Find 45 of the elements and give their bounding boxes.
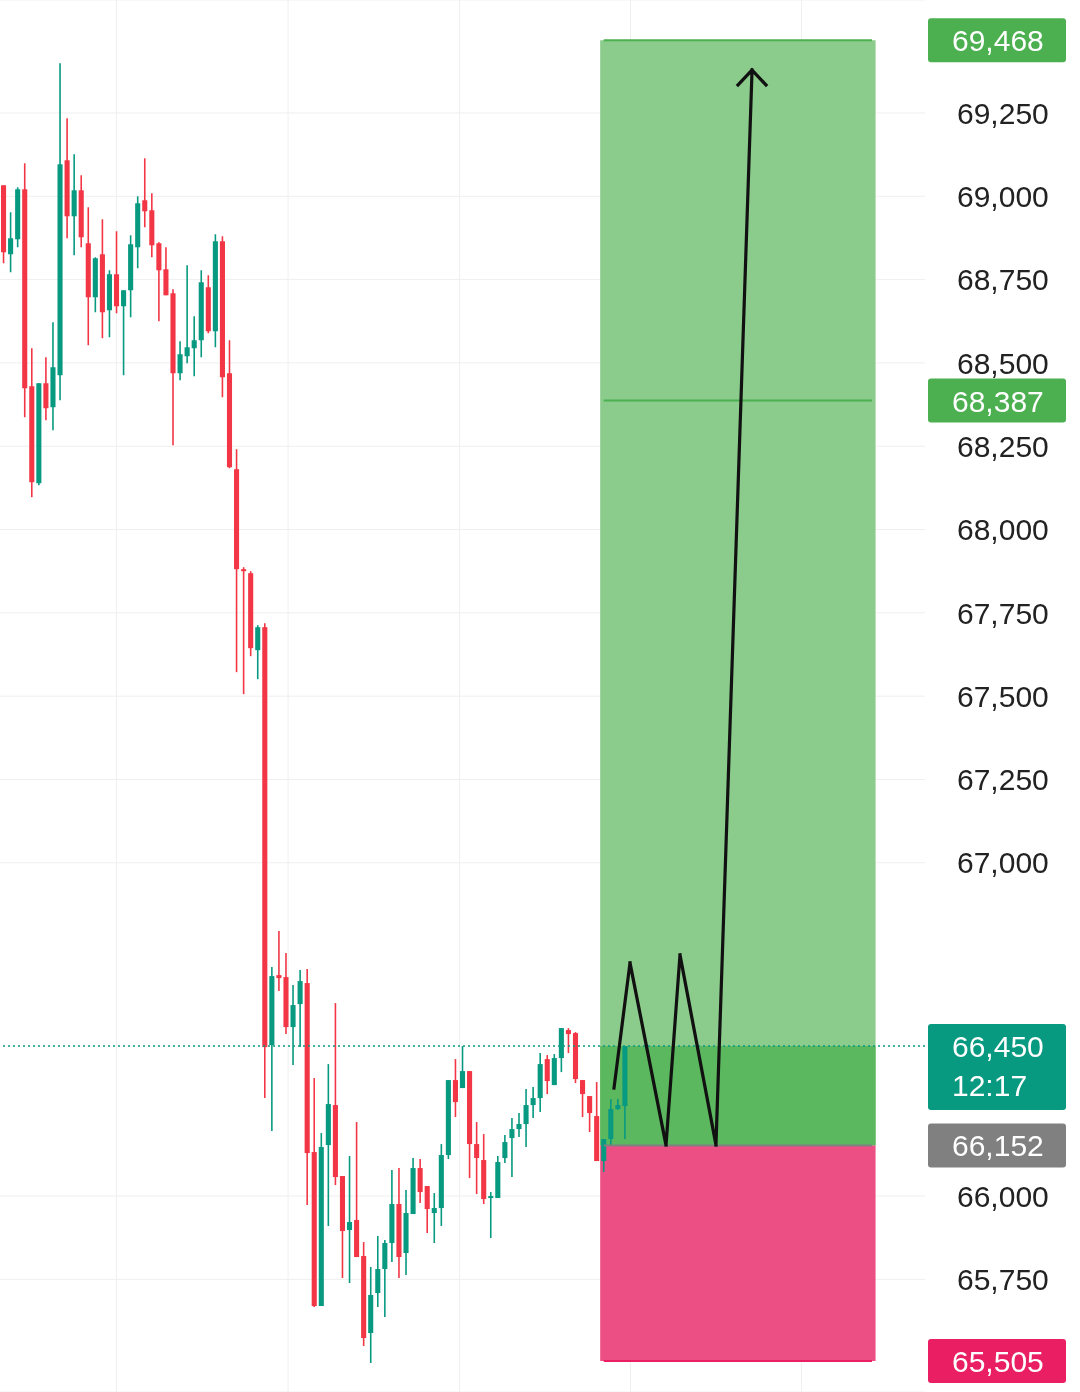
candlestick <box>276 930 282 992</box>
ref-line-label: 68,387 <box>952 384 1044 418</box>
candlestick <box>523 1088 529 1148</box>
candlestick <box>417 1158 423 1204</box>
y-tick-label: 66,000 <box>957 1179 1049 1213</box>
ref-line-label: 69,468 <box>952 24 1044 58</box>
y-tick-label: 67,250 <box>957 763 1049 797</box>
y-tick-label: 68,250 <box>957 429 1049 463</box>
candlestick <box>8 211 14 274</box>
ref-line-label: 66,450 <box>952 1030 1044 1064</box>
y-tick-label: 67,750 <box>957 596 1049 630</box>
candlestick <box>177 340 183 382</box>
candlestick <box>565 1027 571 1054</box>
candlestick <box>580 1079 586 1118</box>
candlestick <box>544 1054 550 1095</box>
candlestick <box>502 1134 508 1164</box>
candlestick <box>516 1112 522 1138</box>
y-tick-label: 68,750 <box>957 263 1049 297</box>
candlestick <box>184 264 190 365</box>
candlestick <box>255 624 261 680</box>
y-tick-label: 68,500 <box>957 346 1049 380</box>
ref-line-label: 65,505 <box>952 1345 1044 1379</box>
candlestick <box>530 1086 536 1119</box>
text: 12:17 <box>952 1069 1028 1103</box>
candlestick <box>191 315 197 378</box>
y-tick-label: 69,000 <box>957 179 1049 213</box>
ref-line-label: 66,152 <box>952 1129 1044 1163</box>
candlestick <box>452 1058 458 1118</box>
y-tick-label: 68,000 <box>957 513 1049 547</box>
candlestick <box>346 1155 353 1284</box>
candlestick <box>142 157 148 229</box>
candlestick <box>121 289 127 377</box>
candlestick <box>601 1138 607 1173</box>
candlestick <box>375 1235 381 1308</box>
candlestick <box>509 1117 515 1178</box>
y-tick-label: 67,500 <box>957 679 1049 713</box>
candlestick <box>424 1185 430 1234</box>
candlestick <box>488 1191 494 1239</box>
candlestick <box>431 1192 437 1244</box>
candlestick <box>587 1095 593 1133</box>
candlestick <box>241 566 247 695</box>
candlestick <box>474 1121 480 1195</box>
y-tick-label: 65,750 <box>957 1263 1049 1297</box>
y-tick-label: 67,000 <box>957 846 1049 880</box>
y-tick-label: 69,250 <box>957 96 1049 130</box>
